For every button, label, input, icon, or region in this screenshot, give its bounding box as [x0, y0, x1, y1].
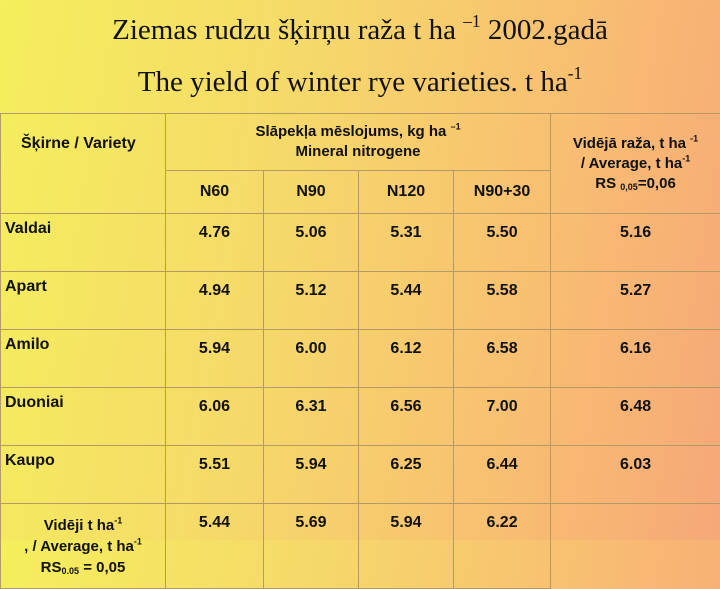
column-header: N90+30 — [454, 171, 551, 214]
group-header-sup: –1 — [451, 122, 461, 132]
footer-label-part: = 0,05 — [79, 559, 125, 576]
average-header-sup: -1 — [682, 153, 690, 163]
variety-name: Valdai — [1, 214, 166, 272]
subtitle-text: The yield of winter rye varieties. t ha — [138, 66, 568, 98]
footer-label-part: -1 — [134, 536, 142, 546]
average-header-text: / Average, t ha — [581, 155, 682, 172]
yield-cell: 5.31 — [359, 214, 454, 272]
footer-label-part: RS — [41, 559, 62, 576]
title-sup: –1 — [463, 11, 480, 31]
title-text: Ziemas rudzu šķirņu raža t ha — [112, 14, 463, 46]
yield-cell: 5.16 — [551, 214, 720, 272]
footer-value: 5.44 — [166, 504, 264, 589]
footer-label-part: 0.05 — [62, 565, 80, 575]
yield-cell: 5.27 — [551, 272, 720, 330]
average-header-sub: 0,05 — [620, 181, 638, 191]
average-header-text: Vidējā raža, t ha — [573, 135, 690, 152]
yield-cell: 6.00 — [264, 330, 359, 388]
yield-cell: 5.94 — [264, 446, 359, 504]
average-header-text: RS — [595, 175, 620, 192]
yield-cell: 5.06 — [264, 214, 359, 272]
yield-cell: 6.58 — [454, 330, 551, 388]
yield-cell: 6.06 — [166, 388, 264, 446]
yield-cell: 4.76 — [166, 214, 264, 272]
subtitle-sup: -1 — [568, 63, 583, 83]
footer-label-part: -1 — [114, 515, 122, 525]
yield-cell: 4.94 — [166, 272, 264, 330]
column-header: N120 — [359, 171, 454, 214]
column-header: N60 — [166, 171, 264, 214]
empty-cell — [551, 504, 720, 589]
slide: Ziemas rudzu šķirņu raža t ha –1 2002.ga… — [0, 0, 720, 540]
yield-cell: 6.44 — [454, 446, 551, 504]
yield-cell: 7.00 — [454, 388, 551, 446]
yield-table: Šķirne / Variety Slāpekļa mēslojums, kg … — [0, 113, 720, 589]
yield-cell: 5.12 — [264, 272, 359, 330]
group-header: Slāpekļa mēslojums, kg ha –1 Mineral nitr… — [166, 114, 551, 171]
yield-cell: 5.94 — [166, 330, 264, 388]
footer-label-part: Vidēji t ha — [44, 517, 115, 534]
group-header-text: Mineral nitrogene — [296, 143, 421, 160]
variety-name: Apart — [1, 272, 166, 330]
yield-cell: 5.50 — [454, 214, 551, 272]
yield-cell: 6.31 — [264, 388, 359, 446]
footer-value: 5.94 — [359, 504, 454, 589]
yield-cell: 5.51 — [166, 446, 264, 504]
group-header-text: Slāpekļa mēslojums, kg ha — [255, 123, 450, 140]
variety-name: Amilo — [1, 330, 166, 388]
yield-cell: 6.56 — [359, 388, 454, 446]
yield-cell: 6.16 — [551, 330, 720, 388]
average-header-text: =0,06 — [638, 175, 676, 192]
yield-cell: 6.25 — [359, 446, 454, 504]
title: Ziemas rudzu šķirņu raža t ha –1 2002.ga… — [0, 14, 720, 47]
column-header: N90 — [264, 171, 359, 214]
average-header-sup: -1 — [690, 133, 698, 143]
yield-cell: 5.58 — [454, 272, 551, 330]
variety-name: Kaupo — [1, 446, 166, 504]
footer-value: 5.69 — [264, 504, 359, 589]
yield-cell: 6.12 — [359, 330, 454, 388]
variety-name: Duoniai — [1, 388, 166, 446]
yield-cell: 6.03 — [551, 446, 720, 504]
subtitle: The yield of winter rye varieties. t ha-… — [0, 66, 720, 99]
title-text: 2002.gadā — [481, 14, 608, 46]
footer-value: 6.22 — [454, 504, 551, 589]
yield-cell: 5.44 — [359, 272, 454, 330]
footer-label-part: , / Average, t ha — [24, 538, 134, 555]
variety-header: Šķirne / Variety — [1, 114, 166, 214]
yield-cell: 6.48 — [551, 388, 720, 446]
